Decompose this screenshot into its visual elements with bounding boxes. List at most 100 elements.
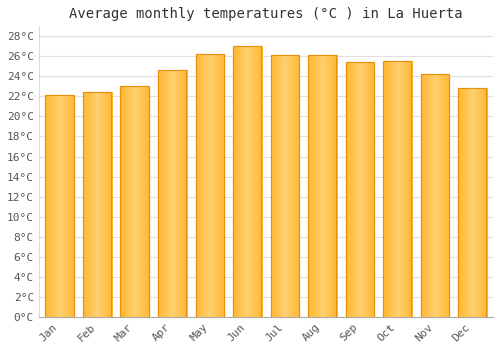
Bar — [102, 92, 104, 317]
Bar — [272, 55, 274, 317]
Bar — [390, 61, 392, 317]
Bar — [458, 89, 486, 317]
Bar — [196, 54, 224, 317]
Bar — [158, 70, 186, 317]
Bar — [408, 61, 410, 317]
Bar — [472, 89, 473, 317]
Bar — [57, 96, 58, 317]
Bar — [236, 46, 238, 317]
Bar — [54, 96, 56, 317]
Bar — [332, 55, 334, 317]
Bar — [161, 70, 162, 317]
Bar — [282, 55, 284, 317]
Bar — [480, 89, 482, 317]
Bar — [485, 89, 486, 317]
Bar — [479, 89, 480, 317]
Bar — [466, 89, 467, 317]
Bar — [270, 55, 299, 317]
Bar — [395, 61, 396, 317]
Bar — [281, 55, 282, 317]
Bar — [442, 74, 443, 317]
Bar — [250, 46, 251, 317]
Bar — [436, 74, 437, 317]
Bar — [136, 86, 137, 317]
Bar — [160, 70, 161, 317]
Bar — [202, 54, 203, 317]
Bar — [256, 46, 257, 317]
Bar — [486, 89, 488, 317]
Bar — [383, 61, 384, 317]
Bar — [346, 62, 374, 317]
Bar — [141, 86, 142, 317]
Bar — [407, 61, 408, 317]
Bar — [448, 74, 449, 317]
Bar — [422, 74, 424, 317]
Bar — [183, 70, 184, 317]
Bar — [63, 96, 64, 317]
Bar — [406, 61, 407, 317]
Bar — [170, 70, 172, 317]
Bar — [284, 55, 286, 317]
Bar — [246, 46, 248, 317]
Bar — [64, 96, 66, 317]
Bar — [326, 55, 328, 317]
Bar — [68, 96, 69, 317]
Bar — [124, 86, 125, 317]
Bar — [224, 54, 225, 317]
Bar — [158, 70, 160, 317]
Bar — [196, 54, 224, 317]
Bar — [125, 86, 126, 317]
Bar — [131, 86, 132, 317]
Bar — [294, 55, 296, 317]
Bar — [374, 62, 376, 317]
Bar — [220, 54, 222, 317]
Bar — [128, 86, 130, 317]
Bar — [476, 89, 478, 317]
Bar — [74, 96, 75, 317]
Bar — [233, 46, 234, 317]
Bar — [209, 54, 210, 317]
Bar — [353, 62, 354, 317]
Bar — [53, 96, 54, 317]
Bar — [324, 55, 326, 317]
Bar — [200, 54, 202, 317]
Bar — [431, 74, 432, 317]
Bar — [463, 89, 464, 317]
Bar — [430, 74, 431, 317]
Bar — [412, 61, 413, 317]
Bar — [48, 96, 50, 317]
Bar — [362, 62, 364, 317]
Bar — [83, 92, 111, 317]
Bar — [166, 70, 167, 317]
Bar — [298, 55, 299, 317]
Bar — [184, 70, 186, 317]
Bar — [89, 92, 90, 317]
Bar — [280, 55, 281, 317]
Bar — [196, 54, 197, 317]
Bar — [308, 55, 310, 317]
Bar — [137, 86, 138, 317]
Bar — [162, 70, 164, 317]
Bar — [383, 61, 412, 317]
Bar — [358, 62, 359, 317]
Bar — [467, 89, 468, 317]
Bar — [317, 55, 318, 317]
Bar — [96, 92, 98, 317]
Bar — [132, 86, 134, 317]
Bar — [66, 96, 68, 317]
Bar — [359, 62, 360, 317]
Bar — [233, 46, 261, 317]
Bar — [212, 54, 214, 317]
Bar — [111, 92, 112, 317]
Bar — [468, 89, 470, 317]
Bar — [290, 55, 292, 317]
Bar — [346, 62, 347, 317]
Bar — [348, 62, 350, 317]
Bar — [92, 92, 94, 317]
Bar — [245, 46, 246, 317]
Bar — [208, 54, 209, 317]
Bar — [401, 61, 402, 317]
Bar — [60, 96, 62, 317]
Bar — [52, 96, 53, 317]
Bar — [130, 86, 131, 317]
